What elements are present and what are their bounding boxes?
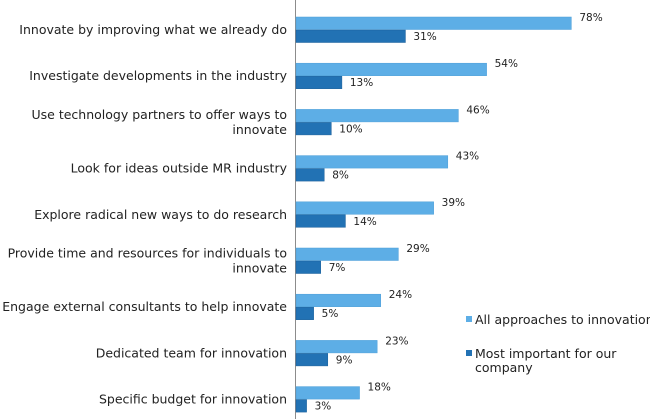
bar-all-approaches [295,386,360,400]
data-label: 14% [353,216,376,228]
data-label: 10% [339,123,362,135]
bar-all-approaches [295,109,459,123]
bar-all-approaches [295,340,378,354]
data-label: 18% [368,382,391,394]
bar-all-approaches [295,247,399,261]
legend-swatch [466,316,472,322]
data-label: 3% [315,401,332,413]
data-label: 46% [466,104,489,116]
category-label: Explore radical new ways to do research [34,207,287,222]
bar-most-important [295,214,346,228]
bar-most-important [295,399,307,413]
bar-most-important [295,75,343,89]
bar-all-approaches [295,62,487,76]
data-label: 29% [406,243,429,255]
data-label: 24% [389,289,412,301]
legend-swatch [466,350,472,356]
bar-most-important [295,168,325,182]
data-label: 5% [322,308,339,320]
data-label: 13% [350,77,373,89]
data-label: 8% [332,170,349,182]
data-label: 43% [456,151,479,163]
data-label: 31% [413,31,436,43]
category-label: Engage external consultants to help inno… [2,299,287,314]
data-label: 78% [579,12,602,24]
category-label: Look for ideas outside MR industry [71,161,288,176]
data-label: 39% [442,197,465,209]
bar-most-important [295,122,332,136]
category-label: Provide time and resources for individua… [8,246,288,276]
bar-all-approaches [295,155,449,169]
bar-most-important [295,306,314,320]
category-label: Innovate by improving what we already do [19,22,287,37]
bar-all-approaches [295,16,572,30]
bar-most-important [295,353,329,367]
bar-most-important [295,260,321,274]
category-label: Use technology partners to offer ways to… [32,107,288,137]
data-label: 54% [495,58,518,70]
bar-all-approaches [295,201,434,215]
category-label: Dedicated team for innovation [96,345,287,360]
bar-all-approaches [295,293,381,307]
category-label: Specific budget for innovation [99,392,287,407]
legend-label: All approaches to innovation [475,312,650,327]
data-label: 9% [336,354,353,366]
legend-label: Most important for our company [475,346,617,375]
data-label: 23% [385,335,408,347]
bar-most-important [295,29,406,43]
data-label: 7% [329,262,346,274]
category-label: Investigate developments in the industry [29,68,287,83]
